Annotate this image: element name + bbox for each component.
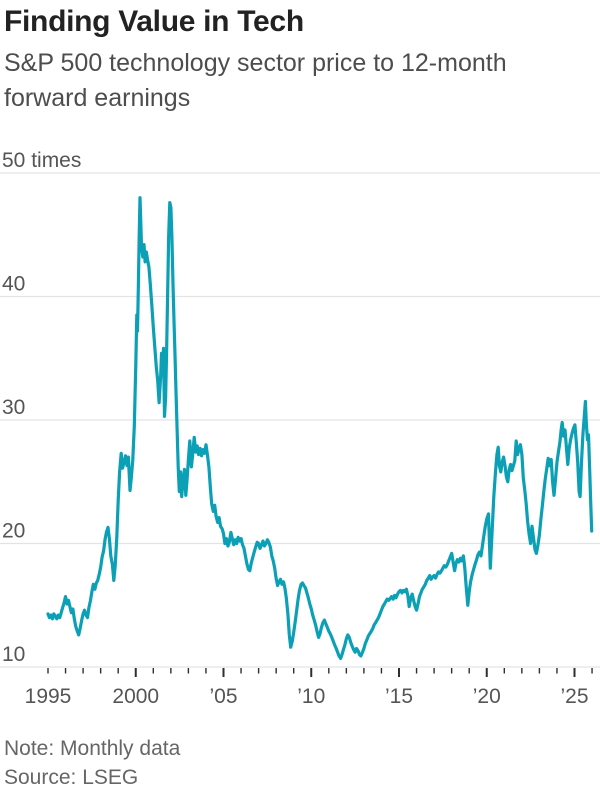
- x-tick-label: 2000: [112, 685, 159, 708]
- x-tick-label: ’05: [209, 685, 237, 708]
- y-tick-label: 50 times: [2, 149, 81, 172]
- x-tick-label: ’20: [473, 685, 501, 708]
- x-tick-label: 1995: [25, 685, 72, 708]
- x-tick-label: ’25: [560, 685, 588, 708]
- x-tick-label: ’15: [385, 685, 413, 708]
- y-tick-label: 10: [2, 643, 25, 666]
- y-tick-label: 40: [2, 273, 25, 296]
- chart-title: Finding Value in Tech: [4, 5, 304, 38]
- y-tick-label: 30: [2, 396, 25, 419]
- source-text: Source: LSEG: [4, 766, 139, 789]
- x-tick-label: ’10: [297, 685, 325, 708]
- chart-footer: Note: Monthly data Source: LSEG: [4, 734, 594, 792]
- series-line: [46, 196, 594, 661]
- note-text: Note: Monthly data: [4, 737, 181, 760]
- y-tick-label: 20: [2, 520, 25, 543]
- chart-subtitle: S&P 500 technology sector price to 12-mo…: [4, 49, 507, 112]
